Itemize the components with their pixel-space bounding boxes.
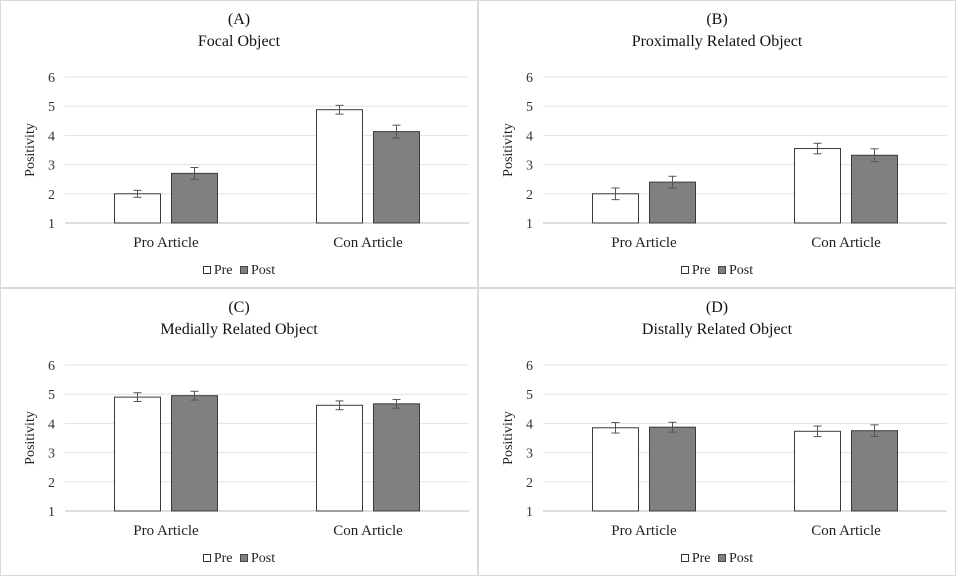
x-tick-label: Con Article bbox=[811, 235, 881, 251]
chart-panel-d: 1 2 3 4 5 6 Positivity Pro Article Con Article (… bbox=[478, 288, 956, 576]
legend-label-post: Post bbox=[729, 551, 754, 566]
x-tick-label: Pro Article bbox=[133, 235, 199, 251]
x-tick-label: Con Article bbox=[811, 523, 881, 539]
chart-plot-d: 1 2 3 4 5 6 Positivity Pro Article Con Article bbox=[501, 359, 947, 539]
bar-pre bbox=[316, 109, 363, 224]
bar-post bbox=[851, 154, 898, 224]
legend-label-pre: Pre bbox=[691, 263, 711, 278]
legend-item-post: Post bbox=[240, 551, 275, 567]
x-tick-label: Con Article bbox=[333, 523, 403, 539]
bar-post bbox=[851, 430, 898, 512]
y-tick-label: 3 bbox=[48, 447, 55, 462]
y-axis-label: Positivity bbox=[23, 123, 38, 177]
legend-swatch-post bbox=[718, 554, 727, 562]
bar-post bbox=[171, 172, 218, 224]
chart-title: Focal Object bbox=[197, 33, 281, 50]
bar-post bbox=[373, 403, 420, 512]
bar-pre bbox=[316, 404, 363, 512]
chart-title: Distally Related Object bbox=[641, 321, 793, 338]
y-tick-label: 6 bbox=[526, 359, 533, 374]
bar-pre bbox=[794, 430, 841, 512]
y-tick-label: 5 bbox=[526, 388, 533, 403]
legend-label-post: Post bbox=[729, 263, 754, 278]
bar-post bbox=[649, 426, 696, 512]
legend-label-post: Post bbox=[251, 263, 276, 278]
legend-item-pre: Pre bbox=[680, 551, 711, 567]
y-axis-label: Positivity bbox=[501, 411, 516, 465]
legend-label-pre: Pre bbox=[213, 263, 233, 278]
x-tick-label: Pro Article bbox=[611, 235, 677, 251]
bar-pre bbox=[592, 427, 639, 512]
y-tick-label: 1 bbox=[48, 505, 55, 520]
y-axis-label: Positivity bbox=[501, 123, 516, 177]
legend-item-post: Post bbox=[718, 551, 753, 567]
y-axis-label: Positivity bbox=[23, 411, 38, 465]
legend-swatch-pre bbox=[680, 554, 689, 562]
chart-panel-c: 1 2 3 4 5 6 Positivity Pro Article Con Article (… bbox=[0, 288, 478, 576]
bar-pre bbox=[114, 193, 161, 224]
bar-pre bbox=[794, 148, 841, 224]
legend-label-pre: Pre bbox=[213, 551, 233, 566]
bar-pre bbox=[114, 396, 161, 512]
panel-label: (A) bbox=[227, 11, 251, 28]
chart-plot-c: 1 2 3 4 5 6 Positivity Pro Article Con Article bbox=[23, 359, 469, 539]
y-tick-label: 1 bbox=[526, 217, 533, 232]
y-tick-label: 2 bbox=[48, 188, 55, 203]
bar-pre bbox=[592, 193, 639, 224]
y-tick-label: 5 bbox=[526, 100, 533, 115]
x-tick-label: Pro Article bbox=[133, 523, 199, 539]
legend: Pre Post bbox=[479, 551, 955, 567]
y-tick-label: 4 bbox=[48, 129, 55, 144]
legend-item-pre: Pre bbox=[680, 263, 711, 279]
y-tick-label: 4 bbox=[48, 417, 55, 432]
legend-label-post: Post bbox=[251, 551, 276, 566]
y-tick-label: 2 bbox=[526, 188, 533, 203]
x-tick-label: Pro Article bbox=[611, 523, 677, 539]
y-tick-label: 6 bbox=[526, 71, 533, 86]
legend-swatch-pre bbox=[202, 266, 211, 274]
legend-swatch-post bbox=[718, 266, 727, 274]
y-tick-label: 3 bbox=[48, 159, 55, 174]
y-tick-label: 3 bbox=[526, 447, 533, 462]
bar-post bbox=[171, 395, 218, 512]
chart-title: Proximally Related Object bbox=[631, 33, 803, 50]
legend: Pre Post bbox=[1, 263, 477, 279]
chart-plot-b: 1 2 3 4 5 6 Positivity Pro Article Con Article bbox=[501, 71, 947, 251]
legend-label-pre: Pre bbox=[691, 551, 711, 566]
panel-label: (D) bbox=[705, 299, 729, 316]
chart-title: Medially Related Object bbox=[160, 321, 318, 338]
x-tick-label: Con Article bbox=[333, 235, 403, 251]
y-tick-label: 5 bbox=[48, 388, 55, 403]
bar-post bbox=[373, 131, 420, 224]
legend-item-post: Post bbox=[718, 263, 753, 279]
y-tick-label: 3 bbox=[526, 159, 533, 174]
y-tick-label: 6 bbox=[48, 71, 55, 86]
panel-label: (C) bbox=[228, 299, 250, 316]
panel-label: (B) bbox=[706, 11, 728, 28]
y-tick-label: 2 bbox=[48, 476, 55, 491]
y-tick-label: 5 bbox=[48, 100, 55, 115]
legend-item-post: Post bbox=[240, 263, 275, 279]
y-tick-label: 4 bbox=[526, 129, 533, 144]
chart-panel-a: 1 2 3 4 5 6 Positivity Pro Article Con Article (… bbox=[0, 0, 478, 288]
legend-swatch-post bbox=[240, 554, 249, 562]
y-tick-label: 1 bbox=[526, 505, 533, 520]
y-tick-label: 2 bbox=[526, 476, 533, 491]
legend-swatch-pre bbox=[202, 554, 211, 562]
y-tick-label: 4 bbox=[526, 417, 533, 432]
chart-plot-a: 1 2 3 4 5 6 Positivity Pro Article Con Article bbox=[23, 71, 469, 251]
y-tick-label: 6 bbox=[48, 359, 55, 374]
legend-swatch-pre bbox=[680, 266, 689, 274]
legend-item-pre: Pre bbox=[202, 263, 233, 279]
y-tick-label: 1 bbox=[48, 217, 55, 232]
legend-item-pre: Pre bbox=[202, 551, 233, 567]
legend: Pre Post bbox=[1, 551, 477, 567]
legend-swatch-post bbox=[240, 266, 249, 274]
legend: Pre Post bbox=[479, 263, 955, 279]
chart-panel-b: 1 2 3 4 5 6 Positivity Pro Article Con Article (… bbox=[478, 0, 956, 288]
